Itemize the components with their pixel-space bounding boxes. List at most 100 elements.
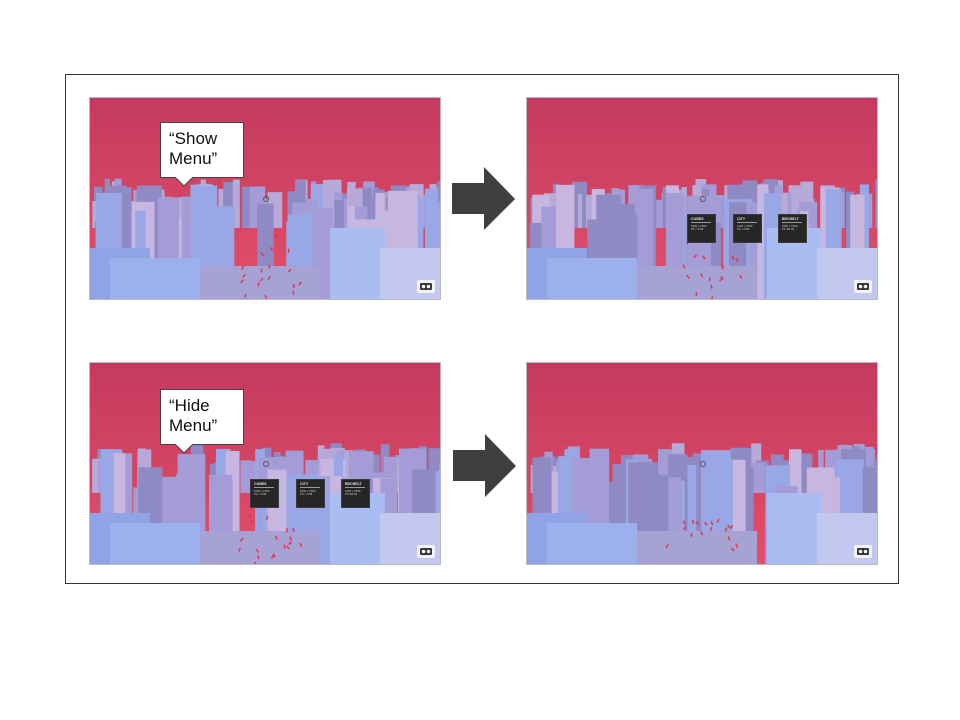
floating-cube [735, 257, 739, 263]
cardboard-vr-icon[interactable] [417, 545, 435, 558]
city-scene [90, 98, 440, 299]
building [875, 179, 877, 228]
building [330, 228, 385, 299]
menu-panel-title: CUBES [691, 217, 704, 221]
gaze-reticle-icon [700, 461, 706, 467]
building [585, 194, 594, 228]
floating-cube [292, 290, 295, 295]
floating-cube [288, 541, 293, 546]
menu-panel-detail: 1000 x 1500 [691, 224, 707, 228]
speech-bubble-tail [175, 444, 193, 454]
building [681, 187, 687, 228]
floating-cube [289, 536, 293, 541]
menu-panel-city[interactable]: CITY 1000 x 1500 PC / 2 KB [296, 479, 325, 508]
floating-cube [298, 281, 302, 286]
menu-panel-title: BECHELT [782, 217, 799, 221]
vr-screenshot-hide-before: “Hide Menu” CUBES 1000 x 1500 PC / 2 KB … [89, 362, 441, 565]
floating-cube [268, 264, 271, 269]
floating-cube [727, 524, 731, 529]
cardboard-vr-icon[interactable] [854, 545, 872, 558]
floating-cube [270, 554, 275, 559]
speech-bubble: “Show Menu” [160, 122, 244, 187]
menu-panel-detail: 1000 x 1500 [782, 224, 798, 228]
floating-cube [264, 294, 268, 299]
menu-panel-cubes[interactable]: CUBES 1000 x 1500 PC / 2 KB [250, 479, 279, 508]
floating-cube [693, 254, 698, 259]
floating-cube [703, 521, 708, 526]
speech-bubble-tail [175, 177, 193, 187]
menu-panel-detail: PC / 2 KB [254, 492, 267, 497]
building [113, 452, 126, 564]
floating-cube [691, 519, 695, 524]
menu-panel-detail: 1000 x 1500 [345, 489, 361, 493]
building [845, 191, 855, 299]
floating-cube [731, 255, 735, 260]
building [92, 458, 102, 493]
floating-cube [724, 527, 728, 532]
floating-cube [287, 268, 292, 273]
floating-cube [686, 274, 690, 279]
building [780, 192, 788, 228]
floating-cube [702, 255, 706, 260]
floating-cube [682, 526, 687, 531]
menu-panel-detail: PC 2B 30 [782, 227, 794, 232]
floating-cube [260, 252, 265, 257]
floating-cube [720, 264, 725, 269]
menu-panel-bechelt[interactable]: BECHELT 1000 x 1500 PC 2B 30 [341, 479, 370, 508]
floating-cube [730, 547, 735, 552]
menu-panel-cubes[interactable]: CUBES 1000 x 1500 PC / 2 KB [687, 214, 716, 243]
building [322, 180, 335, 228]
menu-panel-title: CITY [737, 217, 746, 221]
vr-screenshot-show-before: “Show Menu” [89, 97, 441, 300]
speech-bubble: “Hide Menu” [160, 389, 244, 454]
floating-cube [730, 524, 733, 530]
menu-panel-bechelt[interactable]: BECHELT 1000 x 1500 PC 2B 30 [778, 214, 807, 243]
building [92, 201, 98, 228]
cardboard-vr-icon[interactable] [417, 280, 435, 293]
floating-cube [266, 515, 269, 520]
floating-cube [259, 277, 264, 282]
menu-panel-detail: PC / 2 KB [300, 492, 313, 497]
building [110, 258, 200, 299]
menu-panel-city[interactable]: CITY 1000 x 1500 PC / 2 KB [733, 214, 762, 243]
right-arrow-icon [452, 167, 515, 230]
building [232, 179, 240, 228]
floating-cube [727, 536, 731, 541]
menu-panel-title: CUBES [254, 482, 267, 486]
floating-cube [287, 248, 290, 253]
floating-cube [240, 279, 244, 284]
building [745, 466, 754, 564]
floating-cube [257, 555, 260, 560]
floating-cube [255, 548, 260, 554]
building [757, 184, 769, 299]
floating-cube [719, 277, 723, 282]
floating-cube [286, 545, 290, 550]
building [334, 200, 343, 228]
floating-cube [244, 293, 247, 299]
floating-cube [710, 284, 713, 289]
floating-cube [710, 521, 714, 526]
floating-cube [239, 537, 244, 542]
menu-panel-detail: PC / 2 KB [737, 227, 750, 232]
floating-cube [665, 543, 669, 549]
menu-panel-detail: 1000 x 1500 [737, 224, 753, 228]
floating-cube [695, 521, 700, 526]
floating-cube [710, 296, 714, 299]
menu-panel-title: CITY [300, 482, 309, 486]
voice-command-text: “Show Menu” [169, 129, 218, 168]
menu-panel-detail: 1000 x 1500 [300, 489, 316, 493]
vr-screenshot-hide-after [526, 362, 878, 565]
floating-cube [700, 531, 704, 536]
floating-cube [253, 561, 258, 564]
gaze-reticle-icon [263, 461, 269, 467]
building [547, 258, 637, 299]
floating-cube [682, 520, 686, 525]
building [750, 462, 765, 493]
floating-cube [267, 275, 271, 280]
building [200, 531, 320, 564]
building [716, 194, 726, 228]
floating-cube [257, 282, 260, 287]
building [767, 493, 822, 564]
cardboard-vr-icon[interactable] [854, 280, 872, 293]
floating-cube [249, 514, 252, 519]
